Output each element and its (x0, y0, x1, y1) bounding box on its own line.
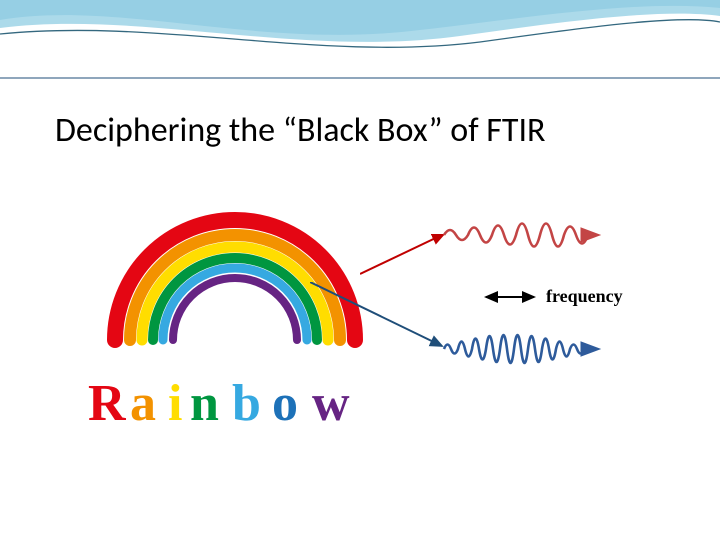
wave-blue (440, 320, 610, 378)
rainbow-letter: n (190, 375, 219, 432)
pointer-arrow-red (360, 234, 450, 280)
pointer-arrow-blue (310, 282, 448, 352)
header-wave-decoration (0, 0, 720, 90)
rainbow-letter: R (88, 375, 127, 432)
rainbow-word: Rainbow (88, 375, 350, 432)
rainbow-letter: b (232, 375, 261, 432)
rainbow-letter: w (312, 375, 350, 432)
rainbow-letter: o (272, 375, 298, 432)
rainbow-letter: a (130, 375, 156, 432)
slide-title: Deciphering the “Black Box” of FTIR (55, 110, 546, 151)
rainbow-letter: i (168, 375, 182, 432)
wave-red (440, 210, 610, 260)
wave-layer-2 (0, 0, 720, 42)
frequency-label: frequency (546, 286, 623, 307)
frequency-double-arrow (480, 291, 540, 303)
